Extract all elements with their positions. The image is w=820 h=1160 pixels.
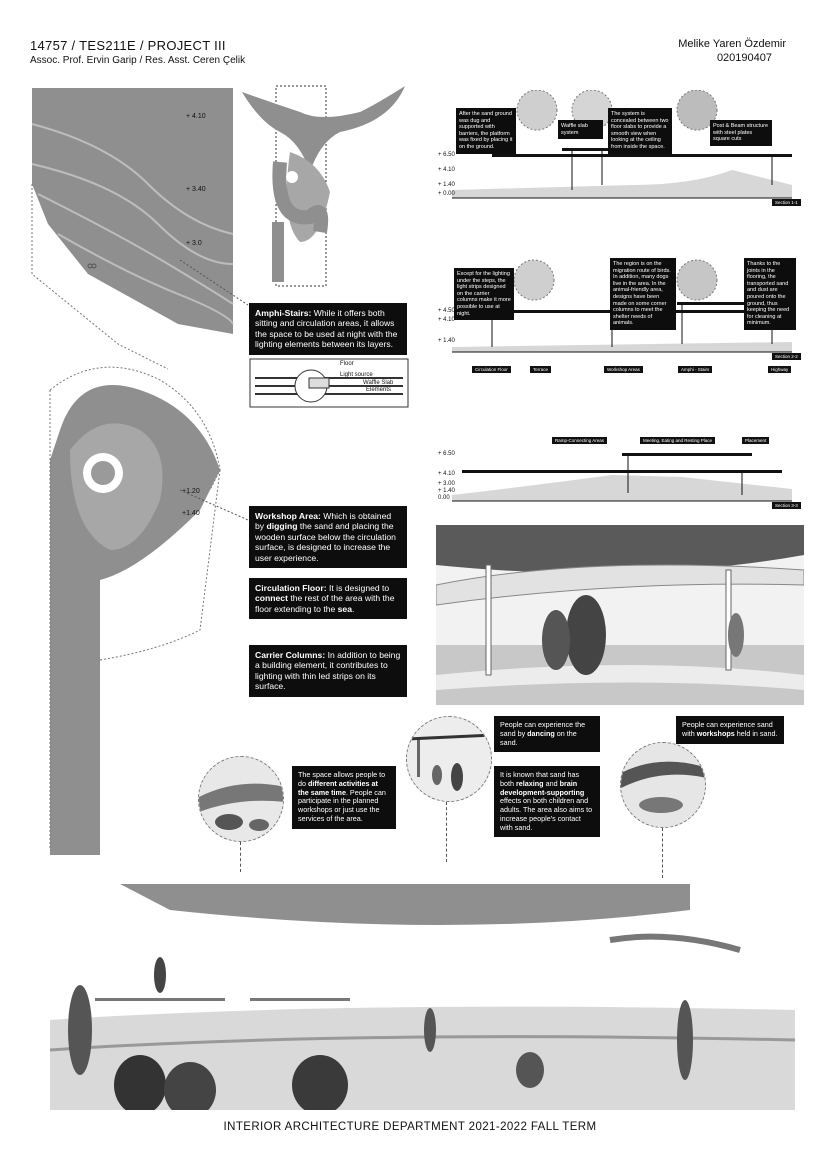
- s2-tag: Section 2-2: [772, 353, 801, 360]
- s1-level-1: + 4.10: [438, 167, 455, 173]
- label-waffle: Waffle Slab: [363, 380, 394, 386]
- s1-level-2: + 1.40: [438, 182, 455, 188]
- plan-lower: [49, 366, 221, 855]
- s2-label-2: Workshop Areas: [604, 366, 643, 373]
- s1-note-3: Post & Beam structure with steel plates …: [710, 120, 772, 146]
- level-120: +1.20: [182, 488, 200, 495]
- s3-label-0: Ramp-Connecting Areas: [552, 437, 608, 444]
- s3-level-1: + 4.10: [438, 471, 455, 477]
- note-circulation: Circulation Floor: It is designed to con…: [249, 578, 407, 620]
- s2-note-2: Thanks to the joints in the flooring, th…: [744, 258, 796, 330]
- s2-level-0: + 4.50: [438, 308, 455, 314]
- s1-note-0: After the sand ground was dug and suppor…: [456, 108, 516, 154]
- label-light: Light source: [340, 372, 373, 378]
- note-relaxing: It is known that sand has both relaxing …: [494, 766, 600, 838]
- s2-label-0: Circulation Floor: [472, 366, 511, 373]
- circle-dancing: [406, 716, 492, 802]
- level-340: + 3.40: [186, 186, 206, 193]
- footer-title: INTERIOR ARCHITECTURE DEPARTMENT 2021-20…: [223, 1121, 597, 1133]
- s3-level-2: + 3.00: [438, 481, 455, 487]
- s2-note-0: Except for the lighting under the steps,…: [454, 268, 514, 321]
- s3-label-1: Meeting, Eating and Resting Place: [640, 437, 716, 444]
- note-workshops: People can experience sand with workshop…: [676, 716, 784, 744]
- s3-level-0: + 6.50: [438, 451, 455, 457]
- waffle-detail: [249, 358, 409, 408]
- dash-3: [662, 828, 663, 878]
- dash-1: [240, 842, 241, 872]
- circle-workshops: [620, 742, 706, 828]
- note-columns: Carrier Columns: In addition to being a …: [249, 645, 407, 697]
- s3-tag: Section 3-3: [772, 502, 801, 509]
- s1-level-0: + 6.50: [438, 152, 455, 158]
- circle-activities: [198, 756, 284, 842]
- level-410: + 4.10: [186, 113, 206, 120]
- student-id: 020190407: [716, 52, 772, 64]
- dash-2: [446, 802, 447, 862]
- s2-label-1: Terrace: [530, 366, 552, 373]
- s3-level-4: 0.00: [438, 495, 450, 501]
- plan-top-wave: [31, 88, 234, 370]
- s2-note-1: The region is on the migration route of …: [610, 258, 676, 330]
- student-name: Melike Yaren Özdemir: [678, 38, 786, 50]
- section-3: Ramp-Connecting Areas Meeting, Eating an…: [432, 425, 802, 510]
- label-floor: Floor: [340, 361, 354, 367]
- note-dancing: People can experience the sand by dancin…: [494, 716, 600, 753]
- s1-note-1: Waffle slab system: [558, 120, 603, 140]
- note-workshop: Workshop Area: Which is obtained by digg…: [249, 506, 407, 569]
- level-140: +1.40: [182, 510, 200, 517]
- level-30: + 3.0: [186, 240, 202, 247]
- leader-lines: [180, 260, 249, 521]
- s2-label-3: Amphi - Stairs: [678, 366, 713, 373]
- project-code: 14757 / TES211E / PROJECT III: [30, 38, 226, 53]
- s1-level-3: + 0.00: [438, 191, 455, 197]
- s3-label-2: Placement: [742, 437, 770, 444]
- bottom-perspective: [50, 884, 795, 1110]
- plan-torso: [242, 85, 405, 287]
- perspective-render: [436, 525, 804, 705]
- s1-note-2: The system is concealed between two floo…: [608, 108, 672, 154]
- section-2: Except for the lighting under the steps,…: [432, 252, 802, 377]
- s2-label-4: Highway: [768, 366, 792, 373]
- s3-level-3: + 1.40: [438, 488, 455, 494]
- s2-level-1: + 4.10: [438, 317, 455, 323]
- note-activities: The space allows people to do different …: [292, 766, 396, 829]
- s1-tag: Section 1-1: [772, 199, 801, 206]
- label-elements: Elements: [366, 387, 392, 393]
- section-1: After the sand ground was dug and suppor…: [432, 90, 802, 206]
- instructors: Assoc. Prof. Ervin Garip / Res. Asst. Ce…: [30, 55, 246, 66]
- note-amphi: Amphi-Stairs: While it offers both sitti…: [249, 303, 407, 355]
- s2-level-2: + 1.40: [438, 338, 455, 344]
